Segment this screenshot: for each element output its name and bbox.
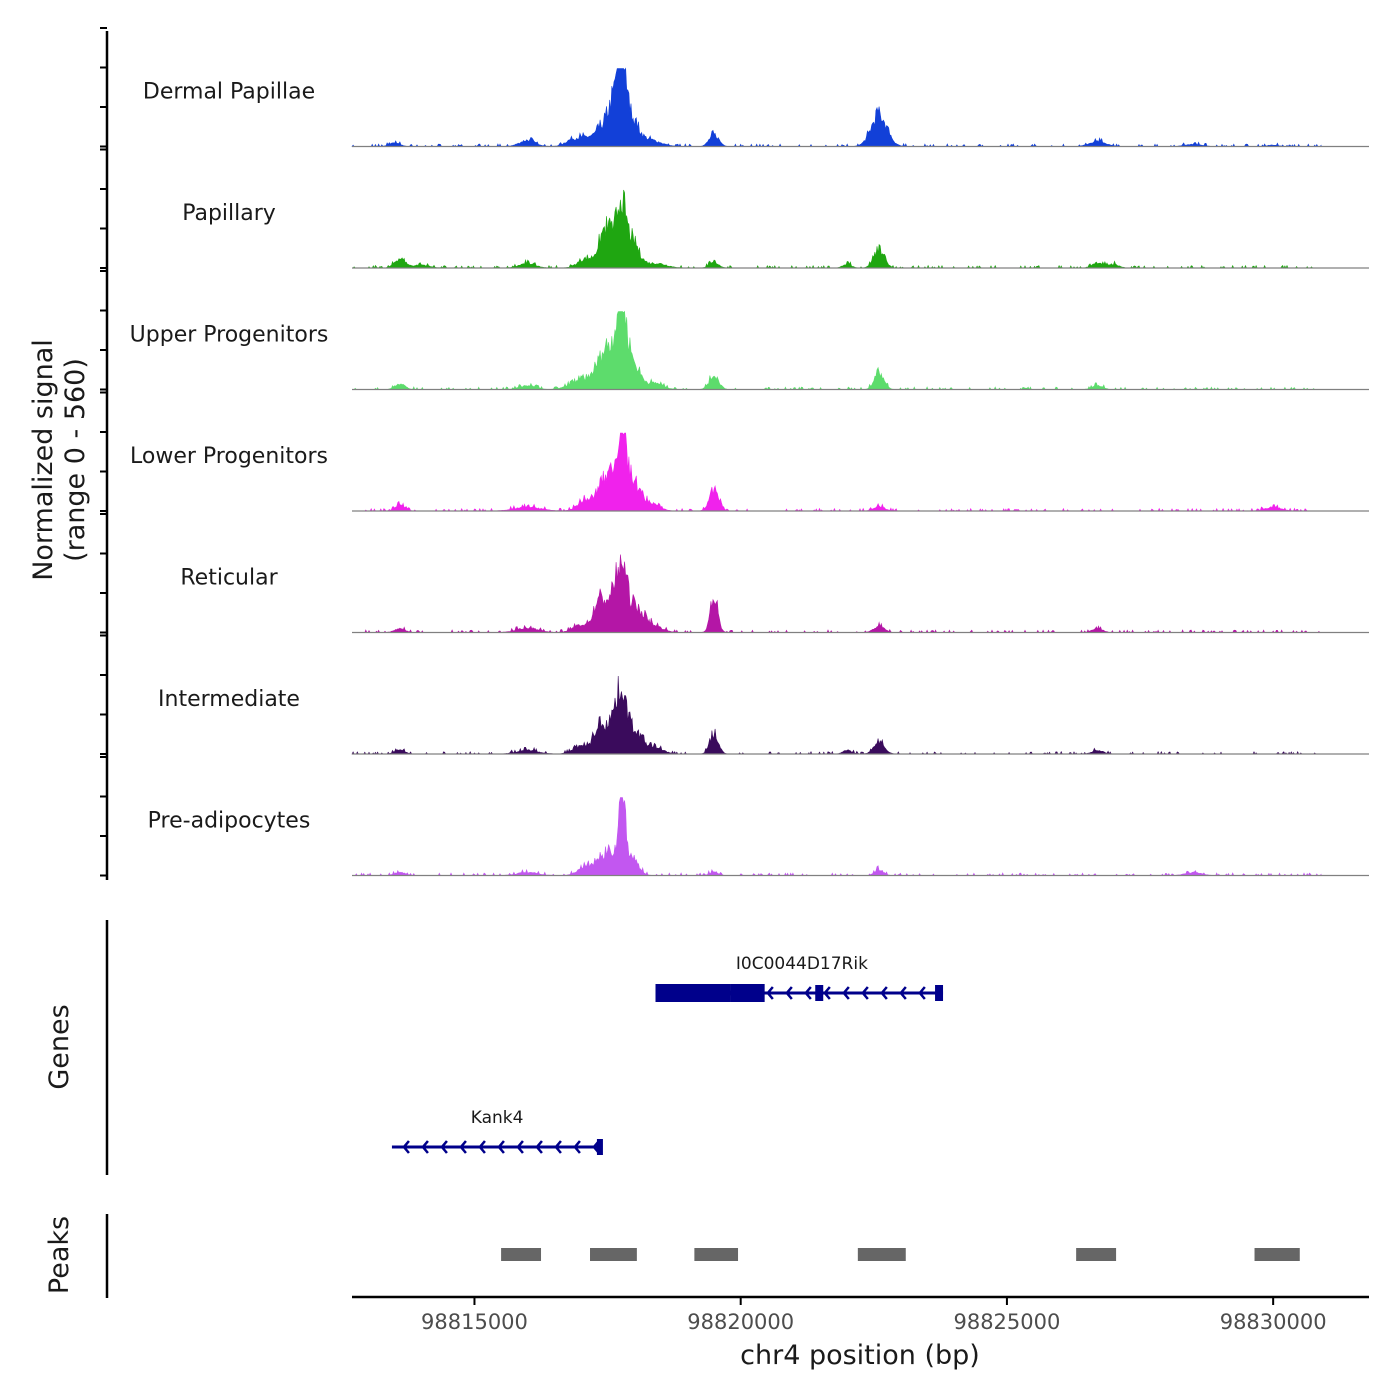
track-lower-progenitors: Lower Progenitors <box>130 432 1369 512</box>
track-reticular: Reticular <box>180 554 1369 634</box>
strand-arrow <box>440 1140 448 1154</box>
x-tick-label: 98825000 <box>953 1310 1060 1334</box>
strand-arrow <box>823 986 831 1000</box>
coverage-area <box>352 189 1322 269</box>
coverage-area <box>351 67 1322 148</box>
strand-arrow <box>573 1140 581 1154</box>
strand-arrow <box>497 1140 505 1154</box>
strand-arrow <box>880 986 888 1000</box>
genes-axis-title: Genes <box>44 1004 75 1089</box>
track-label: Papillary <box>182 201 276 226</box>
strand-arrow <box>516 1140 524 1154</box>
gene-exon <box>730 984 765 1002</box>
track-intermediate: Intermediate <box>158 675 1369 755</box>
gene-exon <box>935 985 944 1001</box>
gene-exon <box>596 1139 603 1155</box>
gene-exon <box>655 984 731 1002</box>
track-dermal-papillae: Dermal Papillae <box>143 67 1369 148</box>
peaks-axis-title: Peaks <box>44 1216 75 1294</box>
x-axis-title: chr4 position (bp) <box>740 1340 980 1371</box>
peak-region <box>857 1248 906 1261</box>
peak-region <box>1254 1248 1300 1261</box>
track-label: Intermediate <box>158 687 300 712</box>
signal-tracks: Dermal Papillae Papillary Upper Progenitor… <box>130 67 1369 877</box>
peak-region <box>501 1248 542 1261</box>
coverage-area <box>352 554 1322 634</box>
gene-label: I0C0044D17Rik <box>736 954 868 974</box>
strand-arrow <box>402 1140 410 1154</box>
genes-track: I0C0044D17Rik Kank4 <box>391 954 944 1155</box>
track-label: Lower Progenitors <box>130 444 328 469</box>
peaks-track <box>501 1248 1300 1261</box>
coverage-area <box>352 310 1322 391</box>
strand-arrow <box>421 1140 429 1154</box>
strand-arrow <box>899 986 907 1000</box>
strand-arrow <box>535 1140 543 1154</box>
strand-arrow <box>554 1140 562 1154</box>
track-label: Upper Progenitors <box>130 323 329 348</box>
track-pre-adipocytes: Pre-adipocytes <box>148 797 1369 877</box>
strand-arrow <box>861 986 869 1000</box>
x-axis-ticks: 98815000 98820000 98825000 98830000 <box>421 1297 1327 1334</box>
strand-arrow <box>804 986 812 1000</box>
strand-arrow <box>478 1140 486 1154</box>
signal-axis <box>100 27 109 880</box>
signal-axis-title-line1: Normalized signal <box>28 339 59 581</box>
strand-arrow <box>785 986 793 1000</box>
x-tick-label: 98830000 <box>1220 1310 1327 1334</box>
peak-region <box>694 1248 739 1261</box>
strand-arrow <box>842 986 850 1000</box>
gene-kank4: Kank4 <box>391 1108 603 1155</box>
gene-i0c0044d17rik: I0C0044D17Rik <box>655 954 944 1002</box>
signal-axis-title: Normalized signal (range 0 - 560) <box>28 339 91 581</box>
peak-region <box>1076 1248 1117 1261</box>
track-label: Dermal Papillae <box>143 80 315 105</box>
x-tick-label: 98820000 <box>687 1310 794 1334</box>
x-tick-label: 98815000 <box>421 1310 528 1334</box>
track-label: Pre-adipocytes <box>148 809 311 834</box>
gene-exon <box>815 985 824 1001</box>
track-upper-progenitors: Upper Progenitors <box>130 310 1369 391</box>
strand-arrow <box>918 986 926 1000</box>
coverage-area <box>352 432 1322 512</box>
strand-arrow <box>459 1140 467 1154</box>
track-label: Reticular <box>180 566 278 591</box>
peak-region <box>590 1248 637 1261</box>
strand-arrow <box>766 986 774 1000</box>
track-papillary: Papillary <box>182 189 1369 269</box>
gene-label: Kank4 <box>471 1108 524 1128</box>
coverage-area <box>351 675 1322 755</box>
signal-axis-title-line2: (range 0 - 560) <box>60 358 91 562</box>
coverage-area <box>352 797 1322 877</box>
